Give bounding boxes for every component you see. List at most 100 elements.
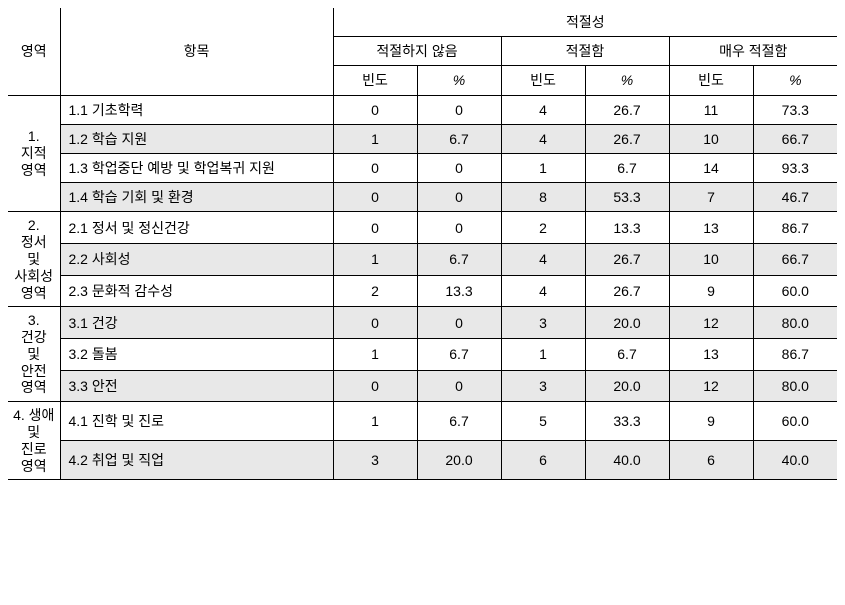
header-freq-3: 빈도 [669,66,753,95]
value-cell: 4 [501,243,585,275]
value-cell: 1 [501,338,585,370]
table-row: 1.지적영역1.1 기초학력00426.71173.3 [8,95,837,124]
item-cell: 1.2 학습 지원 [60,124,333,153]
table-row: 1.2 학습 지원16.7426.71066.7 [8,124,837,153]
value-cell: 6.7 [417,243,501,275]
value-cell: 20.0 [417,441,501,480]
value-cell: 6.7 [585,153,669,182]
value-cell: 33.3 [585,402,669,441]
table-row: 2.2 사회성16.7426.71066.7 [8,243,837,275]
item-cell: 2.2 사회성 [60,243,333,275]
header-pct-1: % [417,66,501,95]
value-cell: 80.0 [753,370,837,402]
header-pct-3: % [753,66,837,95]
value-cell: 86.7 [753,338,837,370]
item-cell: 1.4 학습 기회 및 환경 [60,183,333,212]
value-cell: 0 [333,95,417,124]
item-cell: 3.3 안전 [60,370,333,402]
value-cell: 20.0 [585,307,669,339]
value-cell: 0 [417,212,501,244]
value-cell: 0 [417,307,501,339]
value-cell: 6.7 [417,124,501,153]
value-cell: 7 [669,183,753,212]
item-cell: 4.2 취업 및 직업 [60,441,333,480]
value-cell: 66.7 [753,243,837,275]
value-cell: 26.7 [585,275,669,307]
value-cell: 0 [333,370,417,402]
value-cell: 0 [417,95,501,124]
value-cell: 0 [333,212,417,244]
table-row: 4. 생애및진로영역4.1 진학 및 진로16.7533.3960.0 [8,402,837,441]
header-domain: 영역 [8,8,60,95]
value-cell: 1 [501,153,585,182]
value-cell: 4 [501,275,585,307]
value-cell: 46.7 [753,183,837,212]
item-cell: 1.3 학업중단 예방 및 학업복귀 지원 [60,153,333,182]
value-cell: 80.0 [753,307,837,339]
value-cell: 3 [501,307,585,339]
domain-cell: 3.건강및안전영역 [8,307,60,402]
value-cell: 5 [501,402,585,441]
value-cell: 86.7 [753,212,837,244]
header-freq-1: 빈도 [333,66,417,95]
value-cell: 60.0 [753,275,837,307]
appropriateness-table: 영역 항목 적절성 적절하지 않음 적절함 매우 적절함 빈도 % 빈도 % 빈… [8,8,837,480]
table-row: 1.4 학습 기회 및 환경00853.3746.7 [8,183,837,212]
value-cell: 1 [333,338,417,370]
value-cell: 60.0 [753,402,837,441]
domain-cell: 4. 생애및진로영역 [8,402,60,480]
value-cell: 2 [333,275,417,307]
value-cell: 93.3 [753,153,837,182]
item-cell: 4.1 진학 및 진로 [60,402,333,441]
item-cell: 2.3 문화적 감수성 [60,275,333,307]
header-appropriate: 적절함 [501,37,669,66]
table-row: 4.2 취업 및 직업320.0640.0640.0 [8,441,837,480]
value-cell: 12 [669,370,753,402]
value-cell: 13 [669,338,753,370]
value-cell: 6 [501,441,585,480]
header-very-appropriate: 매우 적절함 [669,37,837,66]
table-row: 2.정서및사회성영역2.1 정서 및 정신건강00213.31386.7 [8,212,837,244]
value-cell: 14 [669,153,753,182]
value-cell: 8 [501,183,585,212]
value-cell: 12 [669,307,753,339]
value-cell: 4 [501,124,585,153]
header-not-appropriate: 적절하지 않음 [333,37,501,66]
header-pct-2: % [585,66,669,95]
domain-cell: 1.지적영역 [8,95,60,212]
value-cell: 40.0 [753,441,837,480]
value-cell: 9 [669,402,753,441]
value-cell: 6.7 [417,402,501,441]
item-cell: 1.1 기초학력 [60,95,333,124]
value-cell: 0 [333,183,417,212]
value-cell: 3 [501,370,585,402]
value-cell: 1 [333,243,417,275]
value-cell: 6 [669,441,753,480]
value-cell: 3 [333,441,417,480]
table-row: 3.3 안전00320.01280.0 [8,370,837,402]
value-cell: 73.3 [753,95,837,124]
value-cell: 0 [417,370,501,402]
header-appropriateness: 적절성 [333,8,837,37]
domain-cell: 2.정서및사회성영역 [8,212,60,307]
table-row: 2.3 문화적 감수성213.3426.7960.0 [8,275,837,307]
value-cell: 66.7 [753,124,837,153]
value-cell: 53.3 [585,183,669,212]
value-cell: 0 [417,153,501,182]
item-cell: 2.1 정서 및 정신건강 [60,212,333,244]
value-cell: 13 [669,212,753,244]
item-cell: 3.1 건강 [60,307,333,339]
value-cell: 6.7 [585,338,669,370]
value-cell: 13.3 [585,212,669,244]
value-cell: 9 [669,275,753,307]
value-cell: 26.7 [585,95,669,124]
value-cell: 0 [417,183,501,212]
value-cell: 26.7 [585,124,669,153]
value-cell: 4 [501,95,585,124]
value-cell: 0 [333,153,417,182]
value-cell: 20.0 [585,370,669,402]
header-item: 항목 [60,8,333,95]
value-cell: 1 [333,124,417,153]
table-row: 3.2 돌봄16.716.71386.7 [8,338,837,370]
value-cell: 6.7 [417,338,501,370]
